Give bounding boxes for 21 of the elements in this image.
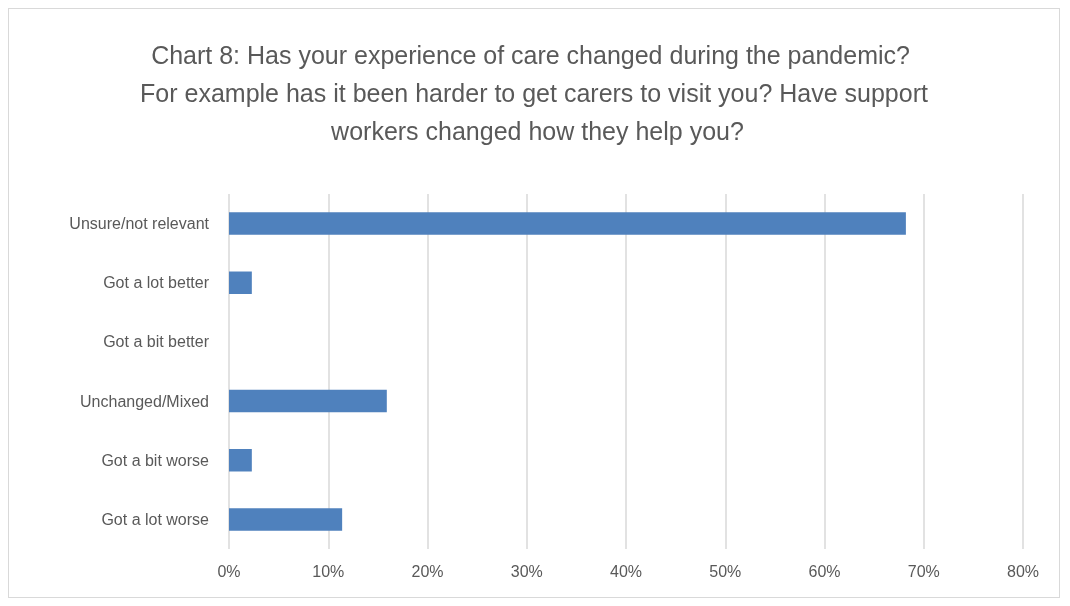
chart-title: Chart 8: Has your experience of care changed during the pandemic? For example has it been harder to get carers to visit you? Have support workers changed how they help you? xyxy=(140,41,928,145)
y-tick-label: Got a bit worse xyxy=(101,451,210,469)
x-tick-label: 10% xyxy=(312,562,345,580)
bar xyxy=(229,508,343,531)
x-tick-label: 80% xyxy=(1006,562,1040,580)
x-tick-label: 20% xyxy=(411,562,444,580)
x-tick-label: 0% xyxy=(217,562,241,580)
x-tick-label: 70% xyxy=(907,562,940,580)
x-tick-label: 50% xyxy=(709,562,742,580)
y-tick-label: Got a bit better xyxy=(103,333,210,351)
y-tick-label: Unchanged/Mixed xyxy=(80,392,209,410)
bar xyxy=(229,212,906,235)
y-tick-label: Unsure/not relevant xyxy=(69,215,210,233)
y-tick-label: Got a lot better xyxy=(103,274,210,292)
x-tick-label: 60% xyxy=(808,562,841,580)
x-tick-label: 30% xyxy=(510,562,543,580)
bar xyxy=(229,389,387,413)
bar xyxy=(229,271,252,294)
bar xyxy=(229,449,252,472)
y-tick-label: Got a lot worse xyxy=(101,510,210,528)
x-tick-label: 40% xyxy=(609,562,643,580)
